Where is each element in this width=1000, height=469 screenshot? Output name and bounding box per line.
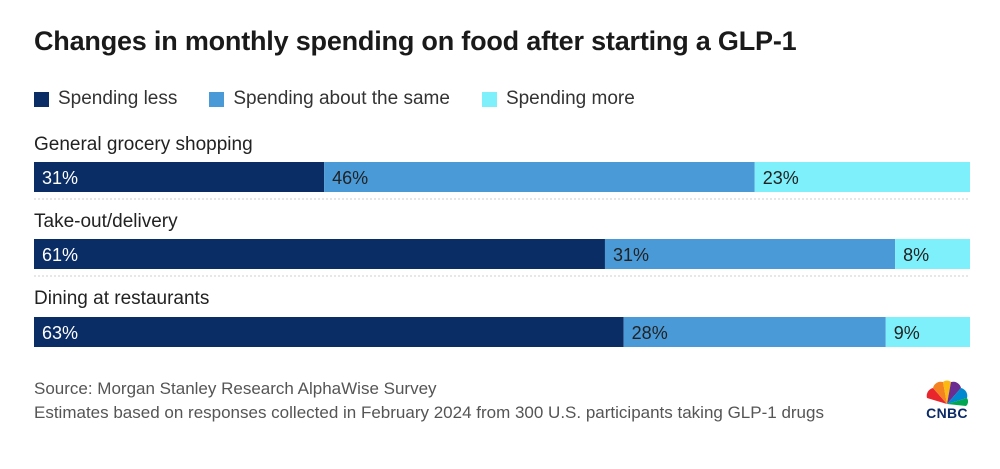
- chart-footer: Source: Morgan Stanley Research AlphaWis…: [34, 377, 824, 425]
- bar-segment: [34, 239, 605, 269]
- bar-segment: [895, 239, 970, 269]
- bar-value-label: 31%: [42, 168, 78, 188]
- bar-segment: [754, 162, 970, 192]
- bar-value-label: 61%: [42, 245, 78, 265]
- bar-value-label: 63%: [42, 323, 78, 343]
- methodology-note: Estimates based on responses collected i…: [34, 403, 824, 422]
- source-note: Source: Morgan Stanley Research AlphaWis…: [34, 379, 437, 398]
- chart-title: Changes in monthly spending on food afte…: [34, 26, 797, 56]
- legend-label-spending-less: Spending less: [58, 88, 178, 109]
- bar-segment: [34, 317, 624, 347]
- bar-value-label: 23%: [763, 168, 799, 188]
- bar-segment: [324, 162, 755, 192]
- cnbc-wordmark: CNBC: [926, 405, 968, 421]
- bar-value-label: 28%: [632, 323, 668, 343]
- cnbc-logo: CNBC: [921, 380, 973, 422]
- bar-segment: [623, 317, 886, 347]
- legend-item-spending-same: Spending about the same: [209, 88, 450, 110]
- category-label: General grocery shopping: [34, 134, 253, 155]
- legend-swatch-spending-more: [481, 91, 497, 107]
- legend-swatch-spending-less: [34, 91, 49, 107]
- legend-item-spending-less: Spending less: [34, 88, 177, 110]
- legend-item-spending-more: Spending more: [481, 88, 635, 110]
- bar-value-label: 9%: [894, 323, 920, 343]
- category-label: Take-out/delivery: [34, 211, 178, 232]
- chart-legend: Spending less Spending about the same Sp…: [34, 87, 667, 111]
- bar-segment: [34, 162, 325, 192]
- bar-value-label: 31%: [613, 245, 649, 265]
- bar-value-label: 8%: [903, 245, 929, 265]
- legend-swatch-spending-same: [209, 91, 225, 107]
- bar-segment: [885, 317, 970, 347]
- cnbc-peacock-icon: [926, 380, 969, 406]
- category-label: Dining at restaurants: [34, 288, 209, 309]
- legend-label-spending-same: Spending about the same: [233, 88, 450, 109]
- legend-label-spending-more: Spending more: [505, 88, 635, 109]
- bar-segment: [604, 239, 896, 269]
- bar-value-label: 46%: [332, 168, 368, 188]
